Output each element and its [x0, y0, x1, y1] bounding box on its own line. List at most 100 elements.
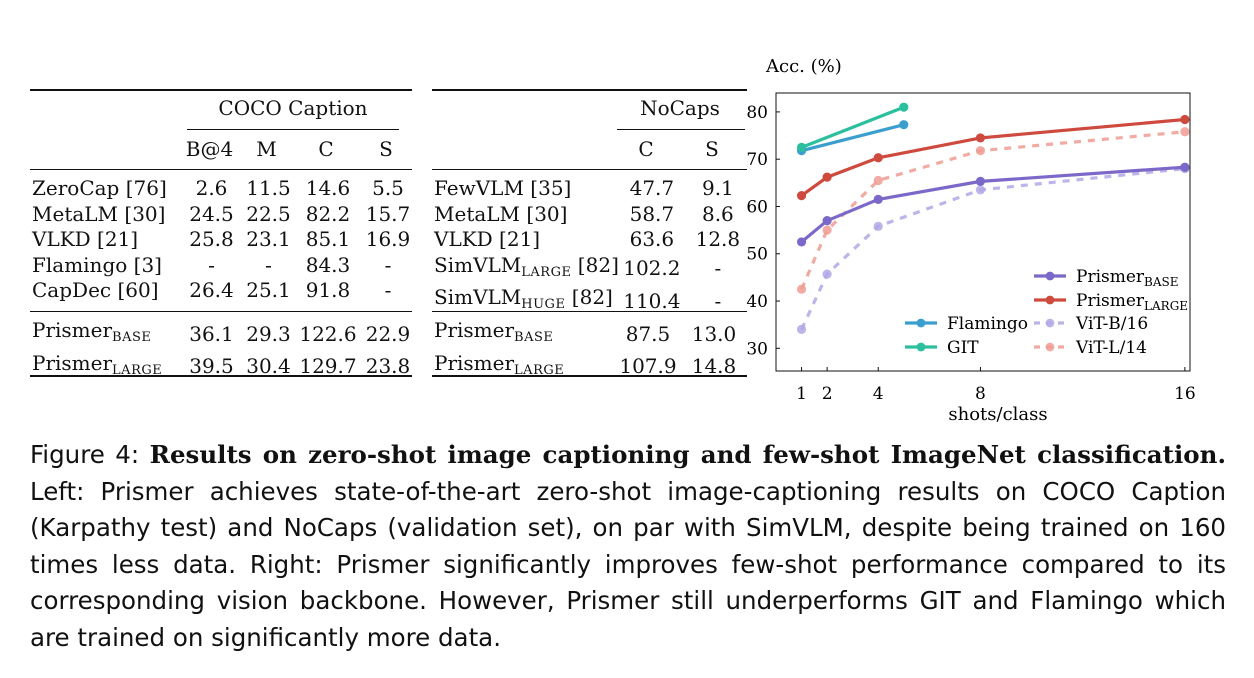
- legend-marker: [1045, 342, 1055, 352]
- coco-header-rule: [30, 169, 412, 170]
- column-header: S: [379, 137, 393, 161]
- model-size: BASE: [112, 330, 152, 345]
- data-point: [975, 185, 986, 195]
- y-tick-label: 50: [746, 245, 768, 265]
- model-label: Flamingo [3]: [32, 252, 162, 277]
- model-label: Prismer: [434, 350, 515, 375]
- model-label: CapDec [60]: [32, 278, 159, 302]
- column-header: C: [318, 137, 334, 161]
- data-point: [796, 324, 807, 334]
- cell-value: 102.2: [623, 256, 681, 280]
- series-line: [801, 105, 905, 149]
- cell-value: 85.1: [305, 227, 351, 251]
- data-point: [873, 175, 883, 186]
- coco-group-rule: [187, 129, 399, 130]
- model-ref: [82]: [565, 285, 613, 309]
- data-point: [899, 102, 909, 112]
- legend-marker: [1045, 295, 1055, 305]
- data-point: [1180, 114, 1190, 125]
- cell-value: -: [714, 256, 722, 280]
- plot-frame: [775, 92, 1191, 372]
- model-name: FewVLM [35]: [432, 176, 619, 202]
- series-line: [800, 165, 1186, 244]
- legend-label: Flamingo: [947, 314, 1028, 334]
- column-header: C: [638, 137, 654, 161]
- cell-value: 23.1: [246, 227, 291, 251]
- column-header: B@4: [185, 137, 234, 161]
- coco-group-header: COCO Caption: [218, 96, 368, 120]
- y-tick-label: 30: [746, 339, 768, 359]
- table-row: PrismerBASE 87.5 13.0: [432, 318, 747, 351]
- cell-value: 22.9: [365, 321, 411, 346]
- cell-value: 47.7: [629, 176, 675, 200]
- legend-label: ViT-B/16: [1075, 314, 1148, 334]
- legend-label: PrismerLARGE: [1076, 291, 1188, 313]
- cell-value: 107.9: [619, 354, 677, 378]
- model-label: FewVLM [35]: [434, 176, 572, 200]
- model-ref: [82]: [571, 252, 619, 277]
- table-row: MetaLM [30] 24.5 22.5 82.2 15.7: [30, 202, 418, 228]
- cell-value: -: [265, 252, 272, 277]
- cell-value: 16.9: [365, 227, 411, 251]
- cell-value: 14.6: [305, 176, 351, 200]
- nocaps-group-header: NoCaps: [640, 96, 720, 120]
- cell-value: 84.3: [305, 252, 351, 277]
- nocaps-mid-rule: [432, 311, 747, 312]
- x-tick-label: 1: [796, 384, 807, 404]
- nocaps-top-rule: [432, 89, 747, 91]
- table-row: PrismerLARGE 107.9 14.8: [432, 351, 747, 384]
- legend-label-size: BASE: [1144, 275, 1178, 289]
- model-name: SimVLMHUGE [82]: [432, 285, 619, 318]
- model-label: VLKD [21]: [434, 227, 541, 251]
- cell-value: 110.4: [623, 288, 681, 313]
- cell-value: 14.8: [691, 354, 737, 378]
- legend-label-size: LARGE: [1144, 299, 1188, 313]
- data-point: [822, 172, 832, 182]
- y-axis-label: Acc. (%): [765, 56, 842, 77]
- model-name: VLKD [21]: [432, 227, 619, 253]
- data-point: [796, 237, 807, 247]
- cell-value: 30.4: [246, 354, 291, 378]
- cell-value: 25.8: [189, 227, 234, 251]
- legend-label: ViT-L/14: [1075, 338, 1147, 358]
- figure-caption: Figure 4: Results on zero-shot image cap…: [30, 437, 1226, 657]
- cell-value: -: [208, 252, 215, 277]
- data-point: [822, 269, 832, 279]
- table-row: PrismerLARGE 39.5 30.4 129.7 23.8: [30, 351, 418, 384]
- data-point: [1180, 127, 1190, 137]
- cell-value: 122.6: [299, 321, 357, 346]
- cell-value: 26.4: [189, 278, 234, 302]
- data-point: [975, 146, 986, 156]
- nocaps-group-rule: [617, 129, 745, 130]
- cell-value: 9.1: [701, 176, 734, 200]
- data-point: [1180, 162, 1190, 172]
- data-point: [796, 142, 807, 152]
- model-name: PrismerBASE: [30, 318, 184, 351]
- table-row: CapDec [60] 26.4 25.1 91.8 -: [30, 278, 418, 304]
- cell-value: 22.5: [246, 201, 291, 226]
- legend-label: GIT: [947, 338, 979, 358]
- x-tick-label: 2: [822, 384, 833, 404]
- column-header: M: [256, 137, 277, 161]
- data-point: [822, 216, 832, 226]
- cell-value: -: [384, 278, 392, 302]
- x-axis-label: shots/class: [948, 404, 1047, 425]
- legend-marker: [1045, 318, 1055, 328]
- nocaps-header-rule: [432, 169, 747, 170]
- table-row: SimVLMLARGE [82] 102.2 -: [432, 253, 751, 286]
- series-line: [801, 123, 905, 153]
- nocaps-bottom-rule: [432, 375, 747, 377]
- cell-value: 63.6: [629, 227, 675, 251]
- cell-value: 13.0: [691, 321, 737, 346]
- model-label: Prismer: [434, 318, 515, 342]
- model-label: MetaLM [30]: [32, 201, 166, 226]
- data-point: [822, 225, 832, 235]
- cell-value: 82.2: [305, 201, 351, 226]
- nocaps-results-table: FewVLM [35] 47.7 9.1 MetaLM [30] 58.7 8.6 VLKD…: [432, 176, 751, 318]
- model-label: SimVLM: [434, 252, 522, 277]
- table-row: PrismerBASE 36.1 29.3 122.6 22.9: [30, 318, 418, 351]
- model-label: MetaLM [30]: [434, 201, 568, 226]
- cell-value: 129.7: [299, 354, 357, 378]
